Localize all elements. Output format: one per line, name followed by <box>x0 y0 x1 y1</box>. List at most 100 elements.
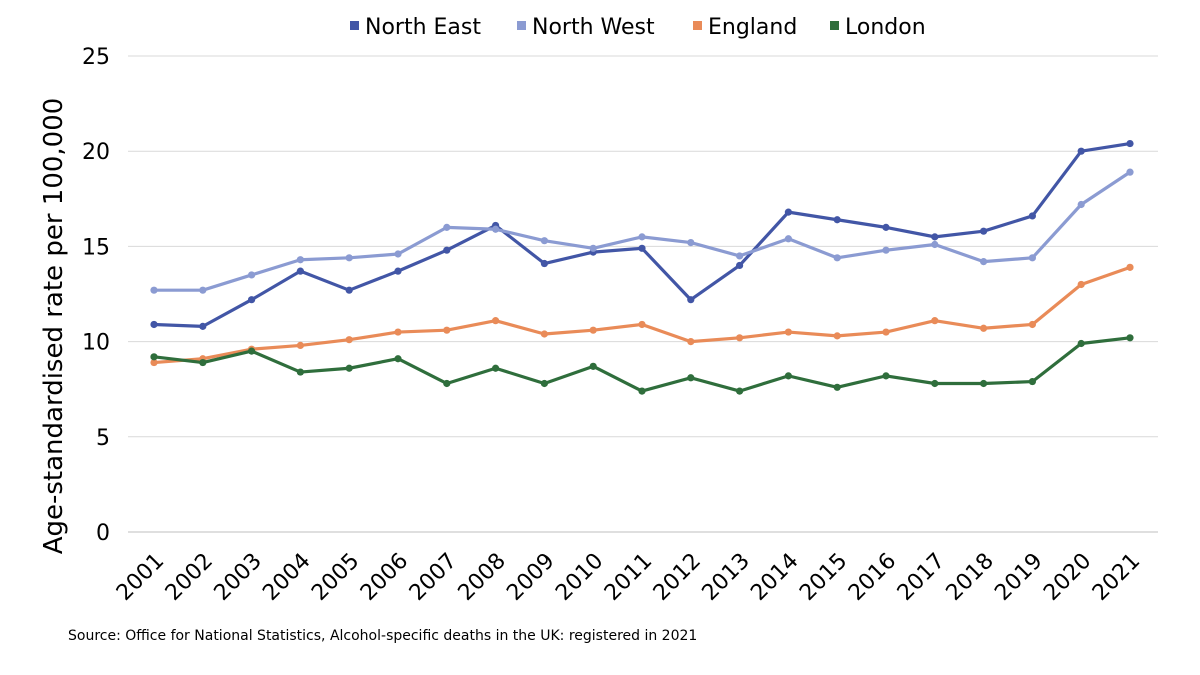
x-tick-label: 2015 <box>795 549 852 606</box>
series-london <box>150 334 1134 395</box>
x-tick-label: 2020 <box>1039 549 1096 606</box>
data-point <box>931 379 939 388</box>
x-tick-label: 2018 <box>942 549 999 606</box>
x-tick-label: 2014 <box>746 549 803 606</box>
data-point <box>443 246 451 254</box>
data-point <box>882 223 890 231</box>
legend-marker <box>350 21 359 30</box>
data-point <box>784 328 793 336</box>
x-tick-label: 2007 <box>405 549 462 606</box>
legend-marker <box>517 21 526 30</box>
data-point <box>540 330 549 338</box>
data-point <box>150 358 158 367</box>
data-point <box>882 372 890 380</box>
data-point <box>1126 168 1134 176</box>
series-north-west <box>150 168 1134 294</box>
data-point <box>589 326 597 334</box>
x-tick-label: 2019 <box>990 549 1047 606</box>
legend: North East North West England London <box>350 15 926 40</box>
data-point <box>833 254 841 262</box>
x-tick-label: 2017 <box>893 549 950 606</box>
legend-marker <box>830 21 839 30</box>
data-point <box>296 368 304 376</box>
data-point <box>687 338 695 346</box>
data-point <box>882 328 890 336</box>
data-point <box>1126 263 1134 271</box>
data-point <box>150 286 158 294</box>
data-point <box>150 320 158 329</box>
x-tick-label: 2011 <box>600 549 657 606</box>
data-point <box>784 235 793 243</box>
data-point <box>736 252 744 260</box>
data-point <box>980 379 988 388</box>
data-point <box>248 271 256 279</box>
legend-label: England <box>708 15 797 40</box>
y-tick-label: 10 <box>82 331 110 356</box>
gridlines <box>128 55 1158 533</box>
data-point <box>443 223 451 231</box>
y-tick-label: 15 <box>82 235 110 260</box>
data-point <box>736 334 744 342</box>
data-point <box>540 237 549 245</box>
data-point <box>1077 280 1085 289</box>
legend-label: North East <box>365 15 481 40</box>
data-point <box>931 240 939 249</box>
data-point <box>199 322 207 330</box>
y-axis-ticks: 0 5 10 15 20 25 <box>82 45 110 546</box>
x-tick-label: 2004 <box>258 549 315 606</box>
x-tick-label: 2012 <box>649 549 706 606</box>
x-tick-label: 2013 <box>698 549 755 606</box>
data-point <box>638 387 646 395</box>
x-tick-label: 2009 <box>502 549 559 606</box>
y-tick-label: 5 <box>96 426 110 451</box>
data-point <box>248 347 256 355</box>
data-point <box>394 355 402 363</box>
x-axis-ticks: 2001200220032004200520062007200820092010… <box>112 549 1145 606</box>
data-point <box>1028 254 1036 262</box>
data-point <box>931 233 939 241</box>
data-point <box>1077 339 1085 348</box>
data-point <box>638 233 646 241</box>
data-point <box>784 208 793 216</box>
x-tick-label: 2002 <box>161 549 218 606</box>
x-tick-label: 2008 <box>454 549 511 606</box>
data-point <box>589 362 597 370</box>
data-point <box>443 379 451 388</box>
data-point <box>687 374 695 382</box>
data-point <box>345 336 353 344</box>
x-tick-label: 2016 <box>844 549 901 606</box>
data-point <box>199 286 207 294</box>
data-point <box>638 320 646 329</box>
data-point <box>492 317 500 325</box>
data-point <box>833 332 841 340</box>
data-point <box>394 328 402 336</box>
data-point <box>833 216 841 224</box>
series-lines <box>150 139 1134 395</box>
data-point <box>345 364 353 372</box>
data-point <box>687 296 695 304</box>
data-point <box>980 227 988 235</box>
data-point <box>296 267 304 275</box>
data-point <box>687 238 695 247</box>
data-point <box>589 244 597 252</box>
data-point <box>736 261 744 270</box>
data-point <box>882 246 890 254</box>
data-point <box>394 250 402 258</box>
x-tick-label: 2003 <box>210 549 267 606</box>
data-point <box>1028 320 1036 329</box>
data-point <box>492 225 500 233</box>
x-tick-label: 2021 <box>1088 549 1145 606</box>
data-point <box>1126 139 1134 148</box>
data-point <box>1028 212 1036 220</box>
y-tick-label: 25 <box>82 45 110 70</box>
data-point <box>345 254 353 262</box>
data-point <box>980 258 988 266</box>
data-point <box>784 372 793 380</box>
legend-label: London <box>845 15 926 40</box>
legend-marker <box>693 21 702 30</box>
data-point <box>638 244 646 252</box>
x-tick-label: 2006 <box>356 549 413 606</box>
data-point <box>540 379 549 388</box>
